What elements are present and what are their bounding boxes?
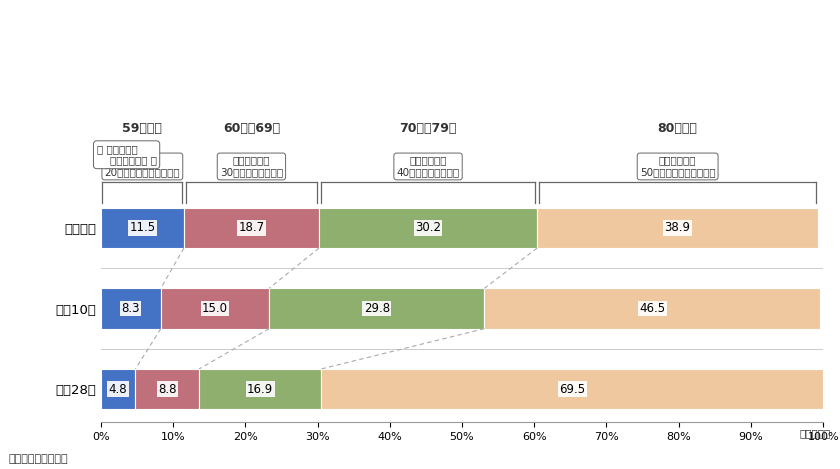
Text: 80歳以上: 80歳以上 [658, 122, 697, 135]
Text: 46.5: 46.5 [639, 302, 665, 315]
Text: 30.2: 30.2 [415, 221, 441, 234]
Text: 子の年齢は、
50歳代以上が想定される: 子の年齢は、 50歳代以上が想定される [640, 156, 716, 177]
Bar [101, 208, 184, 248]
Bar [321, 369, 823, 409]
Text: 29.8: 29.8 [364, 302, 390, 315]
Bar [199, 369, 321, 409]
Bar [160, 288, 269, 329]
Text: 〈 被相続人の
    死亡時の年齢 〉: 〈 被相続人の 死亡時の年齢 〉 [97, 144, 156, 166]
Text: 69.5: 69.5 [559, 383, 585, 396]
Text: 16.9: 16.9 [247, 383, 273, 396]
Text: 11.5: 11.5 [129, 221, 155, 234]
Bar [135, 369, 199, 409]
Text: 8.3: 8.3 [122, 302, 140, 315]
Text: 8.8: 8.8 [158, 383, 176, 396]
Text: 子の年齢は、
20歳代以下が想定される: 子の年齢は、 20歳代以下が想定される [104, 156, 180, 177]
Bar [537, 208, 818, 248]
Bar [101, 288, 160, 329]
Text: 子の年齢は、
40歳代が想定される: 子の年齢は、 40歳代が想定される [396, 156, 459, 177]
Text: 18.7: 18.7 [239, 221, 265, 234]
Text: 4.8: 4.8 [109, 383, 128, 396]
Bar [319, 208, 537, 248]
Text: （構成比）: （構成比） [799, 428, 831, 438]
Text: 子の年齢は、
30歳代が想定される: 子の年齢は、 30歳代が想定される [220, 156, 283, 177]
Text: 15.0: 15.0 [202, 302, 228, 315]
Text: 60歳〜69歳: 60歳〜69歳 [223, 122, 280, 135]
Text: 38.9: 38.9 [664, 221, 690, 234]
Text: 59歳以下: 59歳以下 [123, 122, 162, 135]
Bar [485, 288, 821, 329]
Bar [269, 288, 485, 329]
Text: （注）主税局調べ。: （注）主税局調べ。 [8, 454, 68, 464]
Bar [184, 208, 319, 248]
Text: 70歳〜79歳: 70歳〜79歳 [399, 122, 457, 135]
Bar [101, 369, 135, 409]
